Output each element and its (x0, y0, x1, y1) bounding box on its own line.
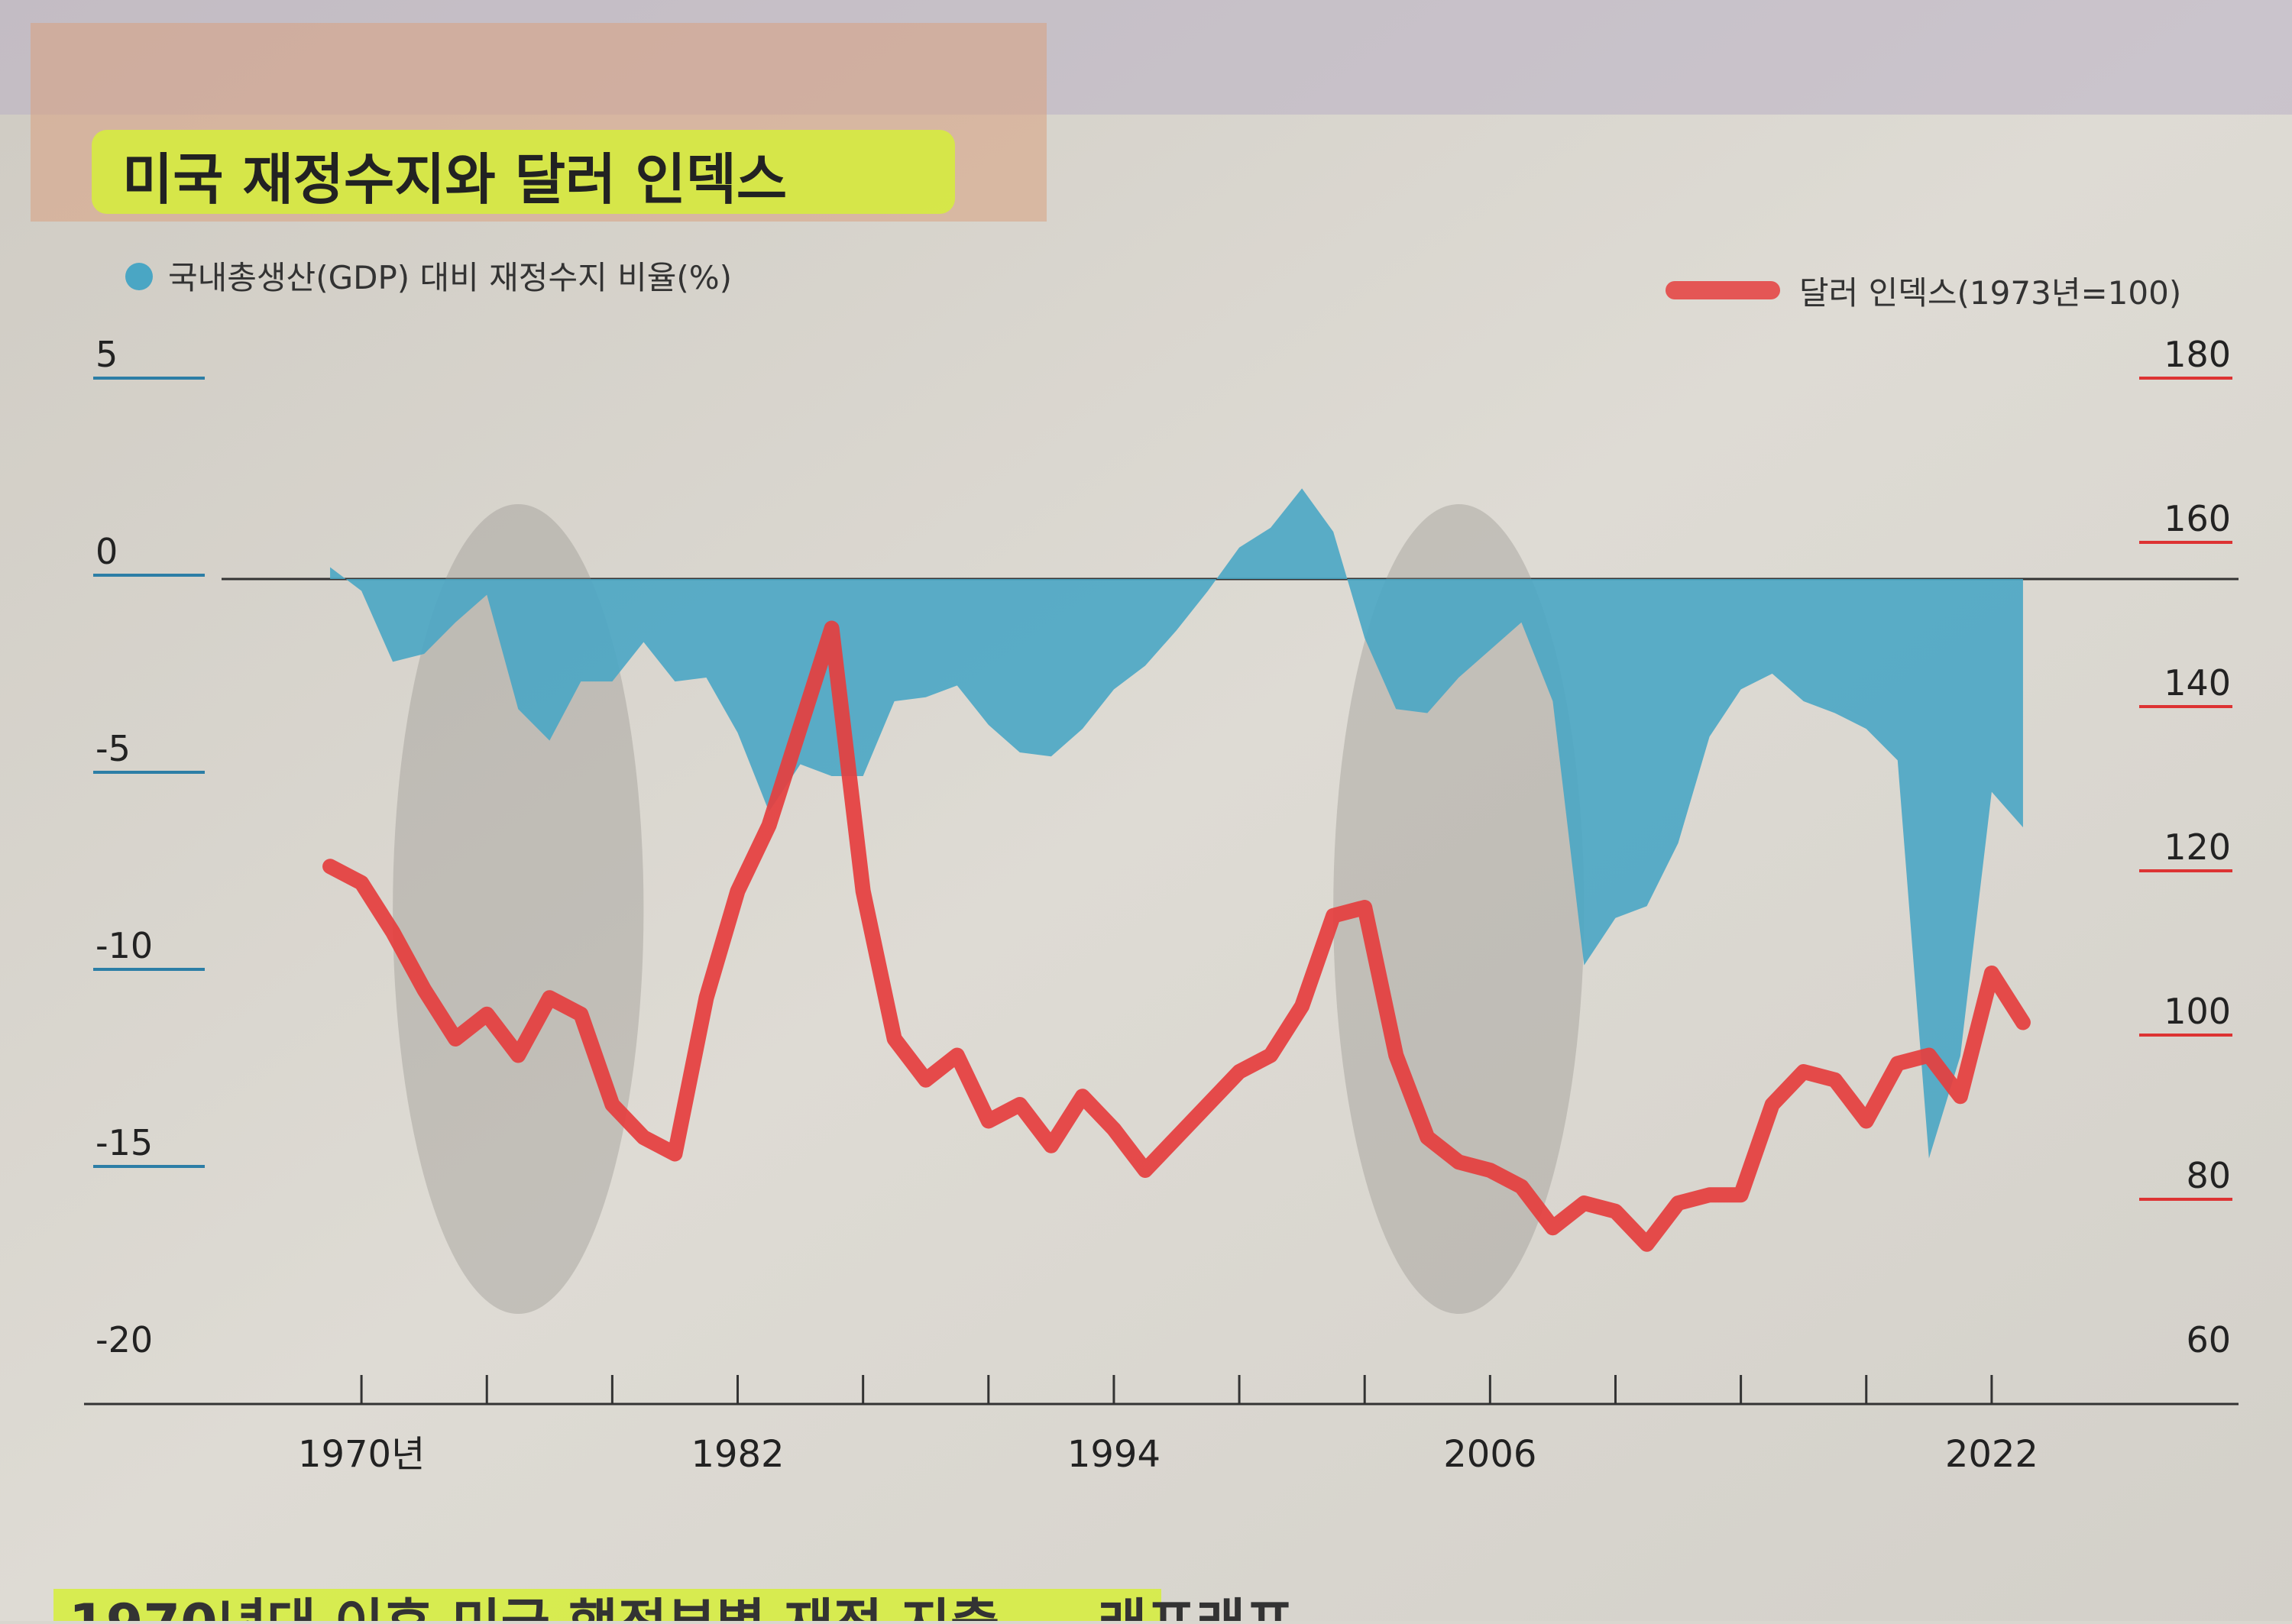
right-tick-label-1: 160 (2164, 498, 2231, 539)
right-tick-label-2: 140 (2164, 662, 2231, 704)
right-tick-label-5: 80 (2186, 1155, 2231, 1196)
legend-deficit-marker (125, 263, 153, 290)
legend-dollar-label: 달러 인덱스(1973년=100) (1799, 274, 2181, 312)
x-tick-label-2: 1994 (1067, 1433, 1161, 1476)
x-tick-label-1: 1982 (691, 1433, 784, 1476)
left-tick-label-5: -20 (96, 1319, 153, 1360)
left-tick-label-1: 0 (96, 531, 118, 572)
legend-deficit-label: 국내총생산(GDP) 대비 재정수지 비율(%) (168, 259, 732, 296)
x-tick-label-4: 2022 (1945, 1433, 2038, 1476)
x-tick-label-0: 1970년 (298, 1433, 425, 1476)
right-tick-label-3: 120 (2164, 827, 2231, 868)
left-tick-label-3: -10 (96, 925, 153, 966)
right-tick-label-0: 180 (2164, 334, 2231, 375)
bottom-caption: 1970년대 이후 미국 행정부별 재정 지출 ... 래프래프 ... (69, 1593, 1374, 1621)
left-tick-label-0: 5 (96, 334, 118, 375)
legend-dollar-marker (1666, 281, 1780, 299)
right-tick-label-6: 60 (2186, 1319, 2231, 1360)
right-tick-label-4: 100 (2164, 991, 2231, 1032)
x-tick-label-3: 2006 (1443, 1433, 1536, 1476)
left-tick-label-4: -15 (96, 1122, 153, 1163)
left-tick-label-2: -5 (96, 728, 131, 769)
chart-title: 미국 재정수지와 달러 인덱스 (122, 147, 787, 212)
